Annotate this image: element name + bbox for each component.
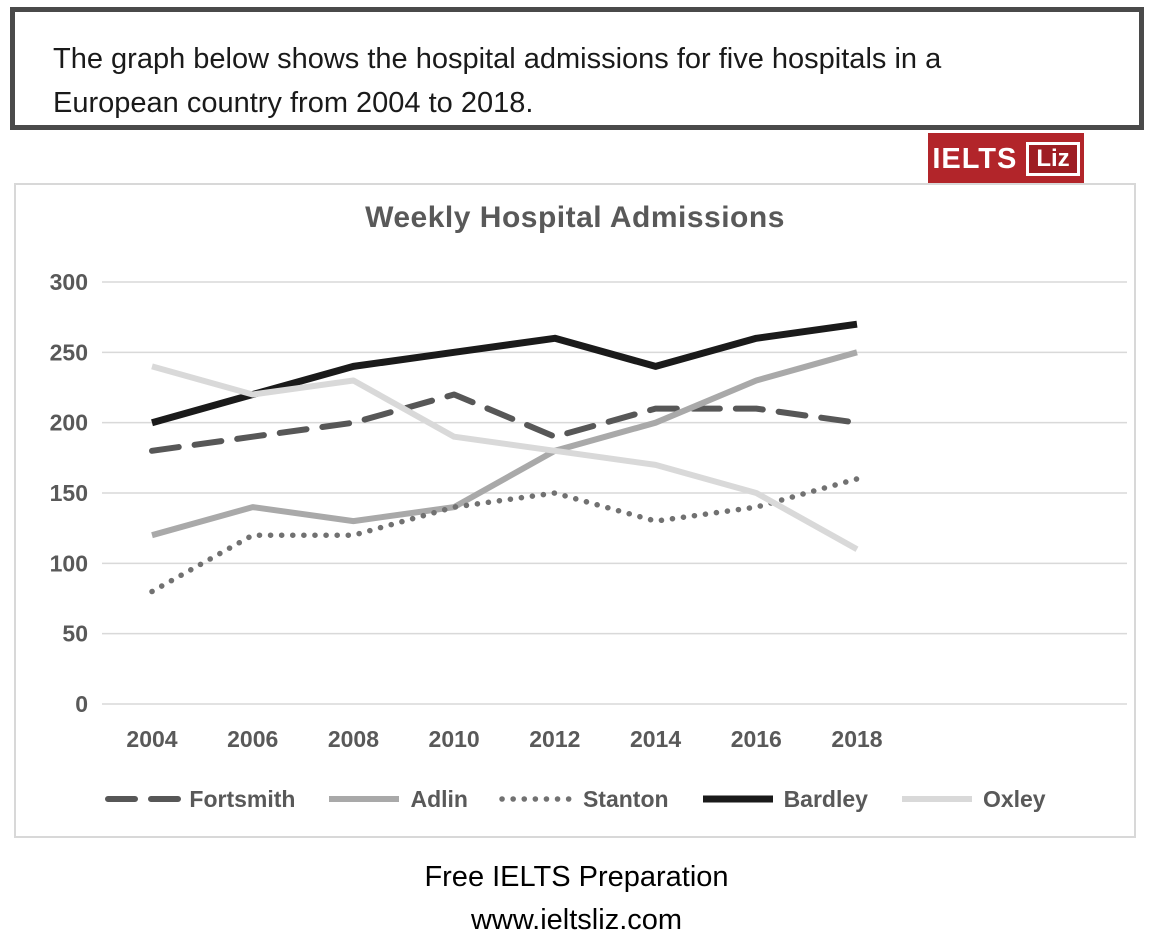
legend-swatch-solid <box>702 795 773 803</box>
x-tick-label: 2006 <box>227 726 278 752</box>
x-tick-label: 2014 <box>630 726 681 752</box>
legend-swatch-dotted <box>499 796 575 802</box>
task-text-line1: The graph below shows the hospital admis… <box>53 43 942 75</box>
y-tick-label: 50 <box>62 621 88 647</box>
x-tick-label: 2016 <box>731 726 782 752</box>
legend-item-stanton: Stanton <box>498 786 669 813</box>
chart-panel: Weekly Hospital Admissions 0 50 100 150 200 2… <box>14 183 1136 838</box>
legend-label: Fortsmith <box>189 785 296 812</box>
footer: Free IELTS Preparation www.ieltsliz.com <box>0 856 1153 937</box>
task-banner: The graph below shows the hospital admis… <box>10 7 1144 130</box>
logo-text-ielts: IELTS <box>932 142 1018 175</box>
footer-line1: Free IELTS Preparation <box>424 861 729 893</box>
chart-legend: Fortsmith Adlin Stanton Bardley Oxley <box>16 779 1134 819</box>
footer-line2: www.ieltsliz.com <box>470 904 683 936</box>
legend-item-oxley: Oxley <box>898 786 1046 813</box>
y-tick-label: 300 <box>50 269 88 295</box>
y-tick-label: 150 <box>50 480 88 506</box>
ieltsliz-logo: IELTS Liz <box>928 133 1084 185</box>
legend-label: Adlin <box>410 785 468 812</box>
legend-label: Oxley <box>982 785 1046 812</box>
legend-label: Stanton <box>582 785 669 812</box>
logo-text-liz: Liz <box>1026 142 1080 176</box>
y-tick-label: 200 <box>50 410 88 436</box>
legend-swatch-solid <box>329 796 400 802</box>
chart-title: Weekly Hospital Admissions <box>365 201 785 234</box>
series-line-stanton <box>149 476 860 595</box>
legend-item-bardley: Bardley <box>699 786 868 813</box>
legend-item-fortsmith: Fortsmith <box>104 786 295 813</box>
series-line-fortsmith <box>149 391 860 454</box>
x-tick-label: 2008 <box>328 726 379 752</box>
series-line-adlin <box>151 349 858 539</box>
task-text-line2: European country from 2004 to 2018. <box>53 87 534 119</box>
x-tick-label: 2018 <box>831 726 882 752</box>
x-tick-label: 2004 <box>126 726 177 752</box>
legend-swatch-solid <box>901 796 972 802</box>
series-line-oxley <box>151 363 859 552</box>
legend-swatch-dashed <box>105 796 182 802</box>
task-text: The graph below shows the hospital admis… <box>53 37 1139 125</box>
legend-label: Bardley <box>783 785 868 812</box>
y-tick-label: 250 <box>50 339 88 365</box>
y-tick-label: 100 <box>50 550 88 576</box>
x-tick-label: 2010 <box>429 726 480 752</box>
line-chart: 0 50 100 150 200 250 300 2004 2006 2008 2010 2012 20… <box>50 269 1127 752</box>
legend-item-adlin: Adlin <box>325 786 468 813</box>
x-tick-label: 2012 <box>529 726 580 752</box>
y-tick-label: 0 <box>75 691 88 717</box>
